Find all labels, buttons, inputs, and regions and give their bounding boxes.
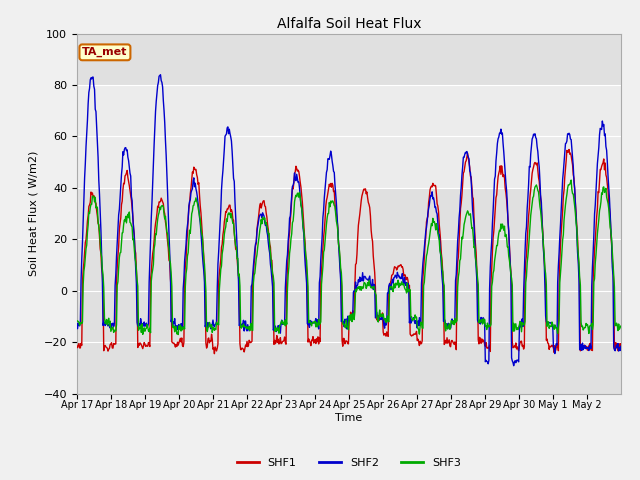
SHF3 [237, 325, 245, 331]
SHF1 [285, 236, 292, 241]
SHF3 [264, 231, 272, 237]
Legend: SHF1, SHF2, SHF3: SHF1, SHF2, SHF3 [232, 453, 465, 472]
SHF2 [137, 316, 145, 322]
SHF3 [137, 323, 145, 328]
SHF3 [406, 288, 413, 293]
SHF2 [436, 241, 444, 247]
SHF2 [406, 320, 413, 326]
SHF1 [211, 351, 218, 357]
SHF2 [264, 240, 272, 245]
SHF3 [285, 264, 292, 270]
SHF2 [73, 321, 81, 326]
Line: SHF2: SHF2 [77, 75, 621, 366]
Line: SHF1: SHF1 [77, 149, 621, 354]
SHF3 [73, 318, 81, 324]
SHF3 [174, 332, 182, 337]
Line: SHF3: SHF3 [77, 180, 621, 335]
SHF1 [237, 347, 245, 352]
SHF3 [617, 323, 625, 329]
SHF3 [567, 177, 575, 183]
SHF2 [285, 230, 292, 236]
SHF2 [510, 363, 518, 369]
Title: Alfalfa Soil Heat Flux: Alfalfa Soil Heat Flux [276, 17, 421, 31]
SHF1 [73, 343, 81, 349]
SHF1 [436, 229, 444, 235]
SHF1 [264, 227, 272, 233]
SHF1 [617, 344, 625, 349]
Bar [77, 85, 621, 188]
Y-axis label: Soil Heat Flux ( W/m2): Soil Heat Flux ( W/m2) [28, 151, 38, 276]
Text: TA_met: TA_met [82, 47, 127, 58]
SHF2 [157, 72, 164, 78]
X-axis label: Time: Time [335, 413, 362, 422]
SHF2 [617, 344, 625, 349]
SHF2 [237, 323, 245, 329]
SHF3 [436, 248, 444, 254]
SHF1 [406, 282, 413, 288]
SHF1 [565, 146, 573, 152]
SHF1 [137, 341, 145, 347]
